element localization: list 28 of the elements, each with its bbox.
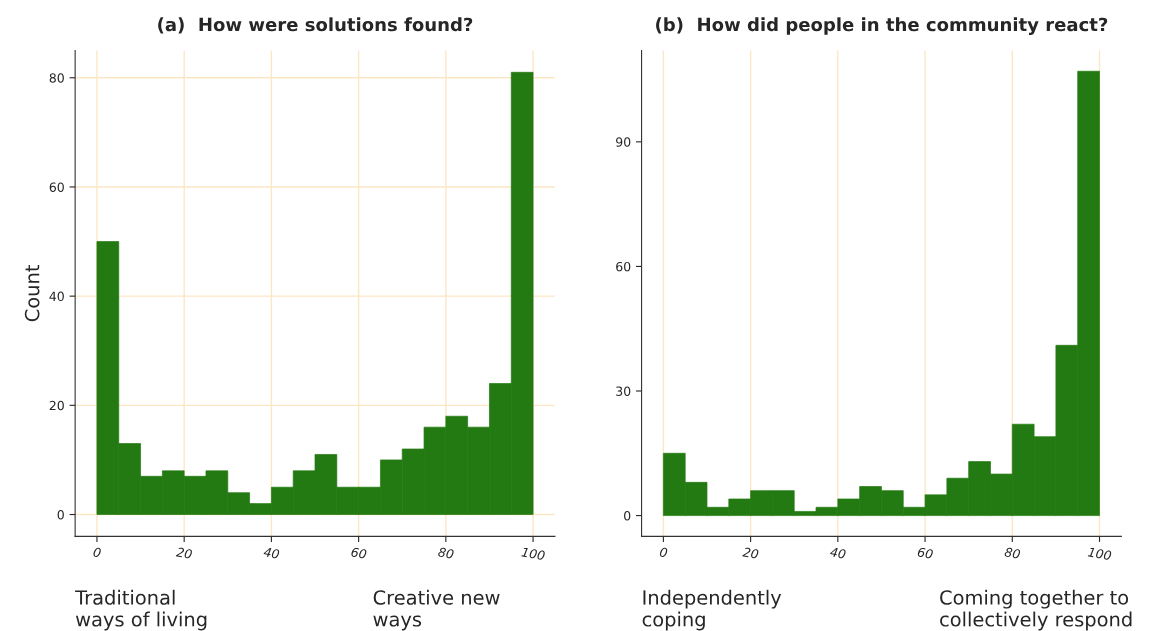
x-tick-label: 80 — [437, 547, 455, 559]
y-tick-label: 0 — [57, 509, 64, 520]
y-tick-label: 0 — [624, 511, 631, 521]
chart-title: (b) How did people in the community react? — [656, 17, 1108, 35]
x-tick-label: 80 — [1004, 547, 1021, 559]
text: Independently coping — [642, 589, 782, 631]
text: Traditional ways of living — [75, 589, 207, 631]
x-tick-label: 40 — [263, 547, 280, 559]
x-tick-label: 60 — [917, 547, 934, 559]
y-tick-label: 20 — [49, 400, 64, 411]
x-tick-label: 60 — [350, 547, 367, 559]
y-tick-label: 80 — [49, 73, 64, 83]
x-tick-label: 40 — [829, 547, 847, 559]
text: Coming together to collectively respond — [940, 589, 1132, 631]
text: Creative new ways — [373, 589, 500, 631]
y-tick-label: 90 — [616, 137, 631, 147]
x-tick-label: 20 — [742, 546, 759, 559]
x-tick-label: 0 — [659, 547, 668, 558]
y-tick-label: 40 — [49, 291, 64, 302]
chart-title: (a) How were solutions found? — [158, 17, 473, 34]
y-tick-label: 60 — [49, 182, 64, 192]
y-tick-label: 60 — [616, 261, 631, 272]
x-tick-label: 100 — [521, 547, 546, 561]
x-tick-label: 100 — [1087, 547, 1112, 561]
y-axis-title: Count — [24, 265, 40, 322]
y-tick-label: 30 — [616, 386, 631, 396]
x-tick-label: 20 — [175, 546, 193, 559]
x-tick-label: 0 — [93, 547, 102, 558]
